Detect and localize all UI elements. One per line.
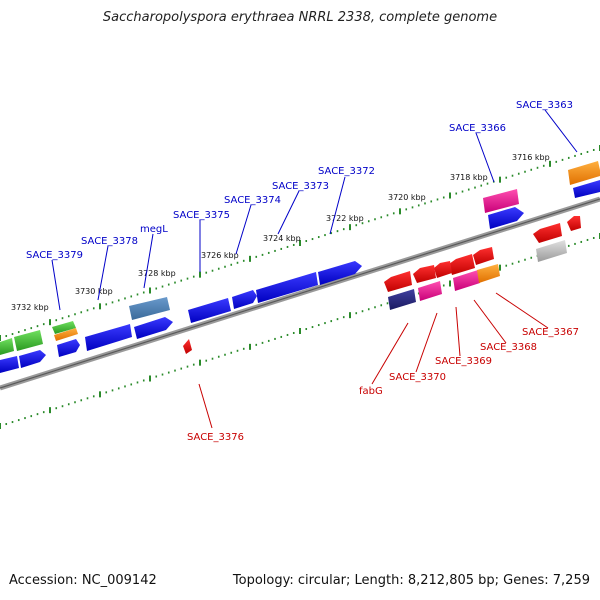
gene-arrow <box>483 189 519 213</box>
gene-arrow <box>188 298 231 323</box>
top-leader-lines <box>51 109 578 311</box>
tick-label-3724: 3724 kbp <box>263 234 301 243</box>
accession-text: Accession: NC_009142 <box>9 573 157 588</box>
gene-arrow <box>384 271 412 292</box>
gene-arrow <box>19 350 46 368</box>
gene-arrow <box>183 339 192 354</box>
gene-label: fabG <box>359 386 383 397</box>
gene-arrow <box>413 265 436 283</box>
gene-arrow <box>434 261 452 278</box>
gene-arrow <box>54 328 78 341</box>
gene-arrow <box>256 272 318 303</box>
gene-label: SACE_3363 <box>516 100 573 111</box>
gene-arrow <box>536 240 567 262</box>
tick-label-3726: 3726 kbp <box>201 251 239 260</box>
gene-arrow <box>418 281 442 301</box>
gene-arrow <box>568 161 600 185</box>
gene-label: SACE_3374 <box>224 195 281 206</box>
gene-arrow <box>473 247 494 265</box>
gene-arrow <box>52 321 76 334</box>
gene-label: SACE_3370 <box>389 372 446 383</box>
gene-arrow <box>57 339 80 357</box>
tick-label-3728: 3728 kbp <box>138 269 176 278</box>
tick-label-3718: 3718 kbp <box>450 173 488 182</box>
gene-arrow <box>85 324 132 351</box>
gene-arrow <box>453 270 480 291</box>
gene-arrow <box>318 261 362 285</box>
gene-label: SACE_3366 <box>449 123 506 134</box>
tick-label-3722: 3722 kbp <box>326 214 364 223</box>
gene-arrow <box>388 289 416 310</box>
gene-arrow <box>449 254 475 275</box>
gene-label: SACE_3375 <box>173 210 230 221</box>
gene-label: SACE_3376 <box>187 432 244 443</box>
gene-label: SACE_3369 <box>435 356 492 367</box>
bottom-gene-labels: SACE_3367 SACE_3368 SACE_3369 SACE_3370 … <box>187 327 579 443</box>
gene-arrow <box>573 180 600 198</box>
gene-arrow <box>134 317 173 339</box>
scale-ticks-bottom <box>0 233 600 429</box>
gene-label: megL <box>140 224 168 235</box>
tick-label-3716: 3716 kbp <box>512 153 550 162</box>
gene-label: SACE_3368 <box>480 342 537 353</box>
gene-label: SACE_3367 <box>522 327 579 338</box>
gene-arrow <box>477 264 500 283</box>
gene-arrow <box>232 290 257 309</box>
gene-arrow <box>533 223 562 243</box>
tick-label-3732: 3732 kbp <box>11 303 49 312</box>
tick-labels: 3716 kbp 3718 kbp 3720 kbp 3722 kbp 3724… <box>11 153 550 312</box>
top-gene-labels: SACE_3363 SACE_3366 SACE_3372 SACE_3373 … <box>26 100 573 261</box>
forward-strand-genes <box>0 161 600 373</box>
reverse-strand-genes <box>183 216 581 354</box>
gene-arrow <box>0 338 14 355</box>
genome-title: Saccharopolyspora erythraea NRRL 2338, c… <box>102 10 498 25</box>
gene-label: SACE_3373 <box>272 181 329 192</box>
gene-arrow <box>488 207 524 229</box>
gene-arrow <box>0 356 19 373</box>
gene-label: SACE_3378 <box>81 236 138 247</box>
gene-arrow <box>567 216 581 231</box>
scale-ticks-top <box>0 145 600 341</box>
genome-summary-text: Topology: circular; Length: 8,212,805 bp… <box>232 573 590 588</box>
tick-label-3720: 3720 kbp <box>388 193 426 202</box>
gene-arrow <box>14 330 43 351</box>
gene-arrow <box>129 297 170 320</box>
tick-label-3730: 3730 kbp <box>75 287 113 296</box>
bottom-leader-lines <box>198 292 549 429</box>
genome-backbone <box>0 196 600 391</box>
gene-label: SACE_3379 <box>26 250 83 261</box>
gene-label: SACE_3372 <box>318 166 375 177</box>
